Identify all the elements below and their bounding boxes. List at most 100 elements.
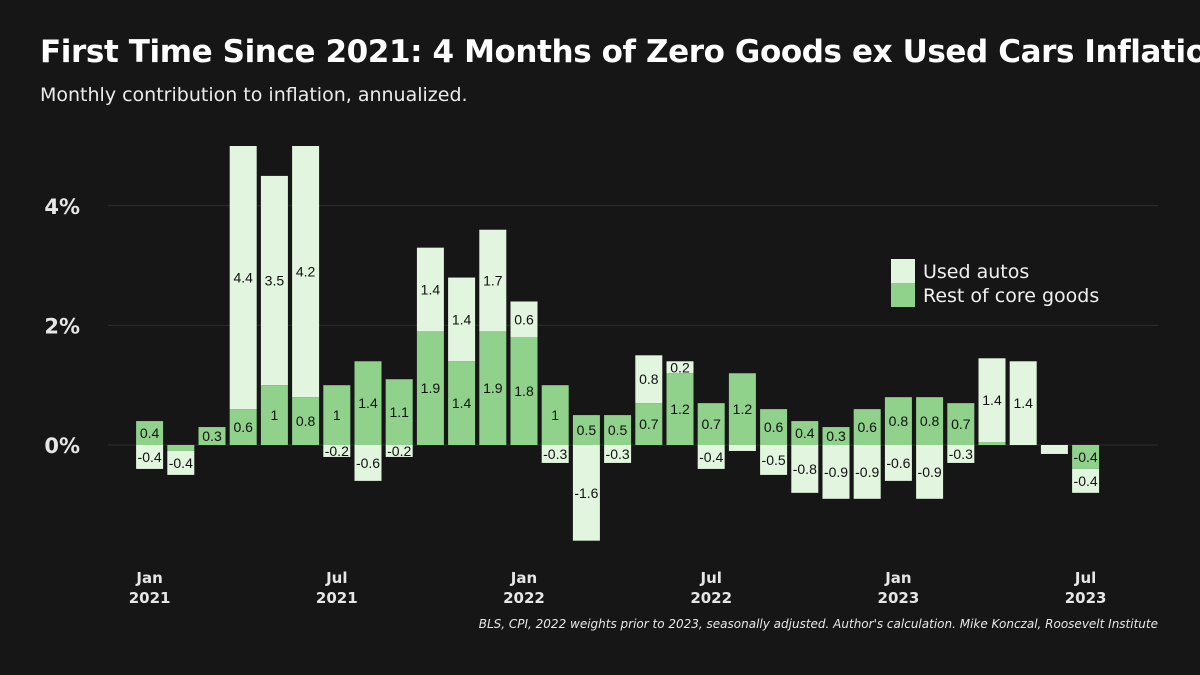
label-used-autos-2022-05: 0.8	[639, 371, 659, 387]
bar-rest-core-2022-10	[791, 421, 819, 445]
label-used-autos-2022-01: 0.6	[514, 311, 534, 327]
bar-used-autos-2023-03	[947, 445, 975, 463]
label-used-autos-2021-06: 4.2	[296, 264, 316, 280]
label-used-autos-2022-04: -0.3	[606, 446, 630, 462]
label-used-autos-2023-02: -0.9	[918, 464, 942, 480]
bar-used-autos-2022-01	[510, 301, 538, 338]
bar-rest-core-2021-01	[136, 421, 164, 445]
label-used-autos-2021-02: -0.4	[169, 455, 193, 471]
y-tick-label: 4%	[44, 195, 80, 219]
bar-rest-core-2021-06	[292, 397, 320, 445]
x-tick-month: Jan	[135, 569, 162, 587]
bar-used-autos-2021-01	[136, 445, 164, 469]
label-rest-core-2021-03: 0.3	[202, 428, 222, 444]
bar-used-autos-2021-07	[323, 445, 351, 457]
x-tick-month: Jan	[884, 569, 911, 587]
label-used-autos-2021-10: 1.4	[421, 282, 441, 298]
x-tick-month: Jan	[510, 569, 537, 587]
legend-label-used-autos: Used autos	[923, 261, 1029, 283]
bar-rest-core-2023-01	[884, 397, 912, 445]
bar-used-autos-2022-05	[635, 355, 663, 404]
bar-used-autos-2021-05	[260, 175, 288, 386]
label-rest-core-2022-07: 0.7	[701, 416, 721, 432]
x-tick-year: 2022	[503, 589, 545, 607]
label-used-autos-2021-04: 4.4	[233, 270, 253, 286]
bar-rest-core-2022-06	[666, 373, 694, 445]
x-tick-year: 2021	[316, 589, 358, 607]
legend: Used autos Rest of core goods	[891, 259, 1099, 307]
bar-rest-core-2021-09	[385, 379, 413, 445]
label-rest-core-2022-08: 1.2	[733, 401, 753, 417]
bar-rest-core-2021-11	[448, 361, 476, 445]
label-used-autos-2023-03: -0.3	[949, 446, 973, 462]
label-rest-core-2021-01: 0.4	[140, 425, 160, 441]
bar-used-autos-2022-10	[791, 445, 819, 493]
y-tick-label: 0%	[44, 434, 80, 458]
bar-rest-core-2022-08	[728, 373, 756, 445]
bar-rest-core-2021-03	[198, 427, 226, 445]
bar-used-autos-2023-06	[1040, 445, 1068, 454]
bar-rest-core-2023-07	[1072, 445, 1100, 469]
label-rest-core-2021-05: 1	[271, 407, 279, 423]
label-rest-core-2022-09: 0.6	[764, 419, 784, 435]
label-rest-core-2023-07: -0.4	[1074, 449, 1098, 465]
label-used-autos-2022-12: -0.9	[855, 464, 879, 480]
chart-title: First Time Since 2021: 4 Months of Zero …	[40, 34, 1200, 70]
bar-rest-core-2021-07	[323, 385, 351, 445]
y-axis-ticks: 0% 2% 4%	[44, 195, 80, 458]
bar-rest-core-2021-02	[167, 445, 195, 451]
x-tick-month: Jul	[325, 569, 347, 587]
bar-used-autos-2023-02	[916, 445, 944, 499]
x-tick-month: Jul	[1074, 569, 1096, 587]
label-rest-core-2022-04: 0.5	[608, 422, 628, 438]
x-tick-year: 2022	[690, 589, 732, 607]
bar-rest-core-2021-10	[416, 331, 444, 445]
bar-rest-core-2022-05	[635, 403, 663, 445]
x-tick-year: 2021	[129, 589, 171, 607]
label-rest-core-2022-03: 0.5	[577, 422, 597, 438]
bar-used-autos-2021-09	[385, 445, 413, 457]
label-rest-core-2021-10: 1.9	[421, 380, 441, 396]
label-used-autos-2021-07: -0.2	[325, 443, 349, 459]
label-used-autos-2023-04: 1.4	[982, 392, 1002, 408]
x-tick-month: Jul	[699, 569, 721, 587]
label-rest-core-2022-01: 1.8	[514, 383, 534, 399]
bar-used-autos-2023-05	[1009, 361, 1037, 445]
bar-rest-core-2022-09	[760, 409, 788, 445]
label-rest-core-2021-08: 1.4	[358, 395, 378, 411]
label-used-autos-2021-09: -0.2	[387, 443, 411, 459]
bar-used-autos-2021-10	[416, 247, 444, 332]
y-tick-label: 2%	[44, 314, 80, 338]
x-tick-year: 2023	[878, 589, 920, 607]
bar-rest-core-2023-03	[947, 403, 975, 445]
bar-used-autos-2022-06	[666, 361, 694, 374]
label-rest-core-2022-12: 0.6	[857, 419, 877, 435]
label-used-autos-2022-10: -0.8	[793, 461, 817, 477]
bar-used-autos-2022-12	[853, 445, 881, 499]
label-rest-core-2023-03: 0.7	[951, 416, 971, 432]
chart-subtitle: Monthly contribution to inflation, annua…	[40, 84, 468, 106]
label-rest-core-2021-04: 0.6	[233, 419, 253, 435]
bar-used-autos-2022-02	[541, 445, 569, 463]
bar-used-autos-2021-02	[167, 450, 195, 475]
label-used-autos-2022-07: -0.4	[699, 449, 723, 465]
bar-rest-core-2021-12	[479, 331, 507, 445]
bar-rest-core-2023-04	[978, 442, 1006, 445]
bar-rest-core-2023-02	[916, 397, 944, 445]
label-rest-core-2021-07: 1	[333, 407, 341, 423]
label-used-autos-2023-07: -0.4	[1074, 473, 1098, 489]
label-rest-core-2022-06: 1.2	[670, 401, 690, 417]
label-rest-core-2023-02: 0.8	[920, 413, 940, 429]
label-used-autos-2021-05: 3.5	[265, 273, 285, 289]
bar-used-autos-2022-08	[728, 445, 756, 451]
label-rest-core-2021-09: 1.1	[389, 404, 409, 420]
bar-used-autos-2022-04	[604, 445, 632, 463]
bar-rest-core-2022-12	[853, 409, 881, 445]
label-used-autos-2022-09: -0.5	[762, 452, 786, 468]
label-rest-core-2022-02: 1	[551, 407, 559, 423]
bar-used-autos-2022-11	[822, 445, 850, 499]
bar-rest-core-2022-04	[604, 415, 632, 445]
label-used-autos-2023-05: 1.4	[1013, 395, 1033, 411]
label-used-autos-2022-02: -0.3	[543, 446, 567, 462]
label-rest-core-2022-10: 0.4	[795, 425, 815, 441]
